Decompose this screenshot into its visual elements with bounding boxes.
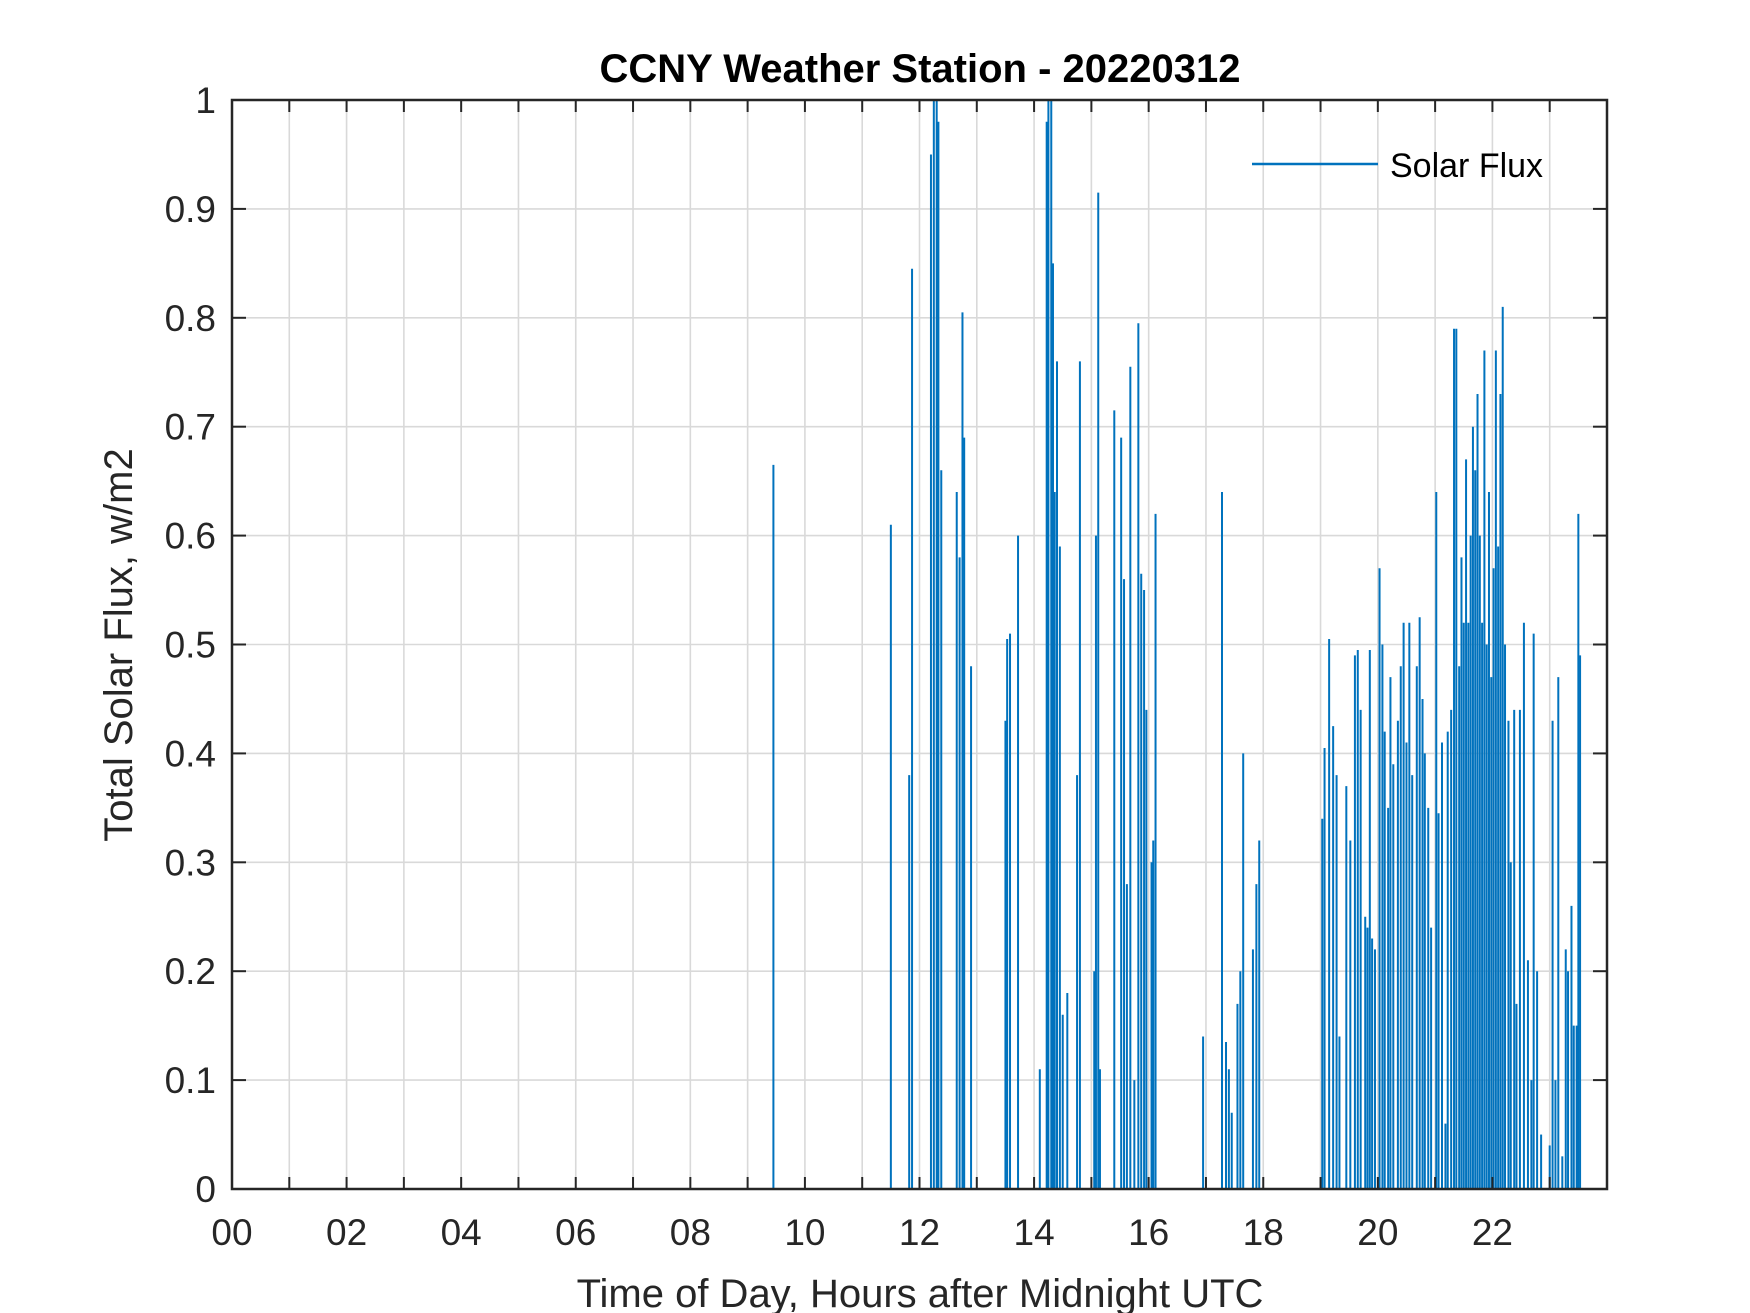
y-tick-label: 0.1 <box>165 1060 216 1101</box>
chart-title: CCNY Weather Station - 20220312 <box>600 47 1241 91</box>
y-tick-label: 0.4 <box>165 733 216 774</box>
x-tick-label: 20 <box>1357 1212 1398 1253</box>
y-tick-label: 1 <box>195 80 216 121</box>
y-axis-label: Total Solar Flux, w/m2 <box>97 448 141 841</box>
series-layer <box>232 100 1591 1190</box>
ticks <box>232 99 1607 1190</box>
x-tick-label: 16 <box>1128 1212 1169 1253</box>
y-tick-labels: 0 0.1 0.2 0.3 0.4 0.5 0.6 0.7 0.8 0.9 1 <box>165 80 216 1210</box>
x-tick-label: 22 <box>1472 1212 1513 1253</box>
x-tick-label: 00 <box>211 1212 252 1253</box>
x-tick-label: 04 <box>441 1212 482 1253</box>
y-tick-label: 0.2 <box>165 951 216 992</box>
y-tick-label: 0.5 <box>165 625 216 666</box>
x-tick-label: 18 <box>1243 1212 1284 1253</box>
y-tick-label: 0 <box>195 1169 216 1210</box>
grid-lines <box>232 100 1607 1189</box>
y-tick-label: 0.6 <box>165 516 216 557</box>
x-tick-label: 06 <box>555 1212 596 1253</box>
y-tick-label: 0.7 <box>165 407 216 448</box>
x-tick-label: 14 <box>1014 1212 1055 1253</box>
y-tick-label: 0.9 <box>165 189 216 230</box>
legend: Solar Flux <box>1252 147 1543 185</box>
x-tick-label: 08 <box>670 1212 711 1253</box>
x-tick-label: 10 <box>784 1212 825 1253</box>
y-tick-label: 0.8 <box>165 298 216 339</box>
y-tick-label: 0.3 <box>165 842 216 883</box>
x-axis-label: Time of Day, Hours after Midnight UTC <box>577 1272 1264 1313</box>
x-tick-labels: 00 02 04 06 08 10 12 14 16 18 20 22 <box>211 1212 1513 1253</box>
x-tick-label: 02 <box>326 1212 367 1253</box>
x-tick-label: 12 <box>899 1212 940 1253</box>
legend-label-solar-flux: Solar Flux <box>1390 147 1543 185</box>
